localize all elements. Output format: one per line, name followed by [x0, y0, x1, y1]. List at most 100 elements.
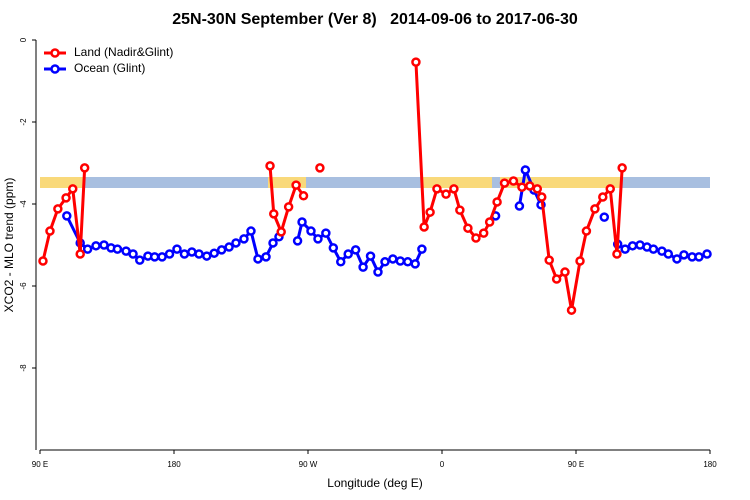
point	[520, 165, 531, 175]
y-tick-label: 0	[19, 37, 28, 42]
point	[508, 176, 519, 186]
point	[463, 223, 473, 233]
point	[702, 249, 712, 259]
point	[544, 255, 554, 265]
x-tick-label: 90 E	[568, 460, 584, 469]
point	[179, 249, 190, 259]
land-band	[40, 177, 85, 188]
y-tick-label: -2	[19, 118, 28, 126]
point	[410, 259, 420, 269]
point	[679, 250, 689, 260]
point	[484, 217, 495, 227]
point	[432, 184, 442, 194]
series	[38, 57, 627, 315]
point	[164, 249, 175, 259]
point	[202, 251, 212, 261]
chart-title: 25N-30N September (Ver 8) 2014-09-06 to …	[172, 11, 578, 28]
point	[471, 233, 481, 243]
point	[350, 245, 361, 255]
point	[253, 254, 263, 264]
point	[581, 226, 592, 236]
x-axis-label: Longitude (deg E)	[327, 476, 422, 490]
legend-marker	[50, 48, 60, 58]
point	[575, 256, 585, 266]
point	[566, 305, 577, 315]
point	[612, 249, 622, 259]
point	[373, 267, 383, 277]
point	[499, 178, 510, 188]
point	[517, 182, 527, 192]
point	[283, 202, 294, 212]
point	[61, 193, 71, 203]
point	[53, 204, 63, 214]
point	[246, 226, 256, 236]
legend-label: Land (Nadir&Glint)	[74, 45, 173, 59]
point	[298, 191, 309, 201]
point	[419, 222, 429, 232]
point	[172, 244, 182, 254]
land-band	[268, 177, 306, 188]
point	[112, 244, 123, 254]
point	[627, 241, 638, 251]
land-band	[500, 177, 620, 188]
point	[209, 248, 219, 258]
y-axis-label: XCO2 - MLO trend (ppm)	[2, 178, 16, 313]
x-tick-label: 180	[167, 460, 181, 469]
point	[648, 244, 659, 254]
land-ocean-band	[40, 177, 710, 188]
point	[694, 252, 704, 262]
point	[478, 228, 489, 238]
point	[45, 226, 55, 236]
point	[68, 184, 78, 194]
point	[216, 245, 227, 255]
ocean-band	[40, 177, 710, 188]
point	[128, 249, 138, 259]
x-tick-label: 180	[703, 460, 717, 469]
point	[62, 211, 72, 221]
point	[336, 257, 346, 267]
point	[149, 252, 160, 262]
point	[313, 234, 323, 244]
point	[560, 267, 570, 277]
point	[157, 252, 167, 262]
legend-label: Ocean (Glint)	[74, 61, 145, 75]
point	[276, 227, 286, 237]
point	[306, 226, 316, 236]
point	[291, 180, 301, 190]
point	[449, 184, 459, 194]
point	[135, 255, 145, 265]
y-tick-label: -6	[19, 282, 28, 290]
point	[525, 181, 535, 191]
point	[514, 201, 525, 211]
point	[38, 256, 48, 266]
point	[321, 228, 331, 238]
point	[403, 257, 413, 267]
point	[82, 244, 93, 254]
point	[328, 243, 339, 253]
point	[91, 241, 101, 251]
point	[441, 189, 451, 199]
point	[239, 234, 249, 244]
point	[590, 204, 600, 214]
point	[380, 257, 390, 267]
x-tick-label: 90 E	[32, 460, 48, 469]
point	[292, 236, 303, 246]
y-tick-label: -8	[19, 364, 28, 372]
point	[265, 161, 275, 171]
point	[532, 184, 543, 194]
point	[551, 274, 562, 284]
x-tick-label: 0	[440, 460, 445, 469]
point	[663, 249, 674, 259]
point	[388, 254, 398, 264]
point	[358, 262, 368, 272]
point	[315, 163, 325, 173]
land-band	[422, 177, 492, 188]
y-tick-label: -4	[19, 200, 28, 208]
point	[537, 192, 547, 202]
point	[617, 163, 627, 173]
point	[672, 254, 682, 264]
point	[343, 249, 353, 259]
point	[455, 205, 465, 215]
point	[395, 256, 406, 266]
